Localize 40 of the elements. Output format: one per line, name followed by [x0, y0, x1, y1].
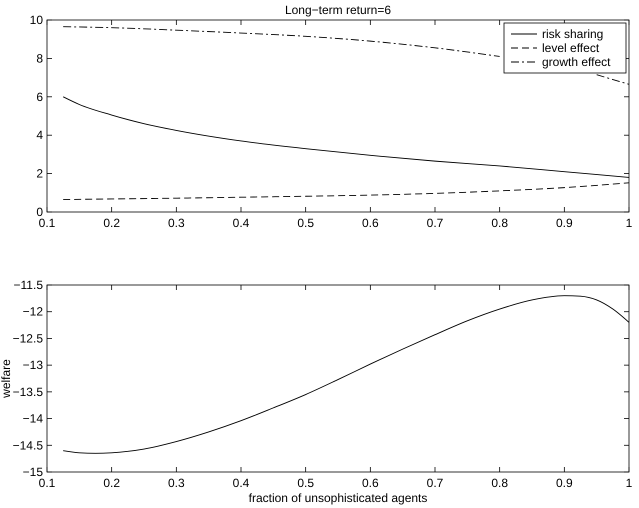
- y-tick-label: −12: [22, 304, 44, 319]
- y-tick-label: −13.5: [12, 384, 44, 399]
- x-tick-label: 0.9: [556, 216, 573, 230]
- x-tick-label: 0.8: [491, 476, 508, 490]
- y-tick-label: −14: [22, 412, 44, 426]
- x-axis-title: fraction of unsophisticated agents: [248, 491, 428, 505]
- legend-label: level effect: [542, 41, 600, 55]
- chart-title: Long−term return=6: [284, 3, 392, 17]
- y-tick-label: 4: [36, 128, 44, 142]
- y-tick-label: 6: [36, 90, 44, 104]
- x-tick-label: 0.6: [362, 476, 379, 490]
- x-tick-label: 0.6: [362, 216, 379, 230]
- y-tick-label: 0: [36, 205, 44, 219]
- y-tick-label: 8: [36, 51, 44, 66]
- x-tick-label: 0.4: [232, 476, 250, 490]
- x-tick-label: 0.1: [38, 476, 56, 490]
- x-tick-label: 0.7: [426, 216, 444, 230]
- x-tick-label: 1: [626, 476, 633, 490]
- x-tick-label: 0.7: [426, 476, 444, 490]
- x-tick-label: 0.2: [103, 216, 120, 230]
- x-tick-label: 0.5: [297, 476, 314, 490]
- y-tick-label: −11.5: [14, 278, 44, 292]
- x-tick-label: 0.1: [38, 216, 56, 230]
- y-axis-title: welfare: [0, 358, 13, 399]
- y-tick-label: −12.5: [12, 331, 44, 346]
- legend-label: growth effect: [542, 55, 612, 69]
- y-tick-label: −13: [22, 358, 44, 372]
- x-tick-label: 1: [626, 216, 633, 230]
- x-tick-label: 0.5: [297, 216, 314, 230]
- x-tick-label: 0.4: [232, 216, 250, 230]
- legend-label: risk sharing: [542, 27, 604, 41]
- y-tick-label: 10: [30, 13, 44, 27]
- y-tick-label: −15: [22, 465, 44, 479]
- y-tick-label: −14.5: [12, 438, 44, 452]
- y-tick-label: 2: [36, 166, 44, 181]
- x-tick-label: 0.3: [168, 476, 185, 490]
- x-tick-label: 0.3: [168, 216, 185, 230]
- x-tick-label: 0.2: [103, 476, 120, 490]
- x-tick-label: 0.8: [491, 216, 508, 230]
- x-tick-label: 0.9: [556, 476, 573, 490]
